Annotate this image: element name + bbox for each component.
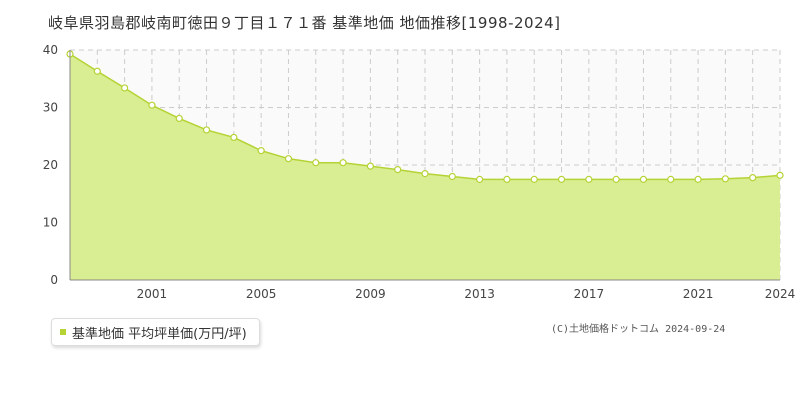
data-point bbox=[284, 155, 293, 163]
area-fill bbox=[70, 54, 780, 281]
data-point bbox=[530, 175, 538, 183]
y-tick-labels: 0 10 20 30 40 bbox=[43, 43, 58, 287]
x-tick-labels: 2001 2005 2009 2013 2017 2021 2024 bbox=[137, 287, 796, 301]
data-point bbox=[339, 159, 347, 167]
data-point bbox=[612, 175, 620, 183]
data-point bbox=[230, 133, 238, 141]
x-tick-label: 2021 bbox=[683, 287, 714, 301]
x-tick-label: 2024 bbox=[765, 287, 796, 301]
axes bbox=[69, 50, 780, 281]
data-point bbox=[585, 175, 593, 183]
x-tick-label: 2001 bbox=[137, 287, 168, 301]
legend-label: 基準地価 平均坪単価(万円/坪) bbox=[72, 326, 247, 342]
data-point bbox=[121, 84, 129, 92]
y-tick-label: 0 bbox=[50, 273, 58, 287]
data-point bbox=[667, 175, 675, 183]
data-point bbox=[202, 126, 211, 134]
data-point bbox=[175, 114, 183, 123]
data-point bbox=[421, 170, 429, 178]
data-point bbox=[776, 171, 784, 179]
y-tick-label: 20 bbox=[43, 158, 58, 172]
data-point bbox=[639, 175, 648, 183]
y-tick-label: 10 bbox=[43, 216, 58, 230]
data-point bbox=[148, 101, 156, 109]
data-point bbox=[503, 175, 511, 183]
data-point bbox=[448, 172, 456, 181]
data-point bbox=[257, 147, 265, 155]
data-point bbox=[312, 159, 320, 167]
x-tick-label: 2017 bbox=[574, 287, 605, 301]
chart-title: 岐阜県羽島郡岐南町徳田９丁目１７１番 基準地価 地価推移[1998-2024] bbox=[48, 14, 561, 32]
data-point bbox=[93, 67, 101, 75]
data-point bbox=[366, 162, 374, 170]
x-tick-label: 2013 bbox=[464, 287, 495, 301]
legend: 基準地価 平均坪単価(万円/坪) bbox=[51, 318, 260, 346]
x-tick-label: 2005 bbox=[246, 287, 277, 301]
data-point bbox=[557, 175, 566, 183]
x-tick-label: 2009 bbox=[355, 287, 386, 301]
data-points bbox=[66, 50, 784, 183]
y-tick-label: 30 bbox=[43, 101, 58, 115]
data-point bbox=[694, 175, 702, 183]
data-point bbox=[476, 175, 484, 183]
data-point bbox=[394, 166, 402, 174]
data-point bbox=[749, 174, 757, 182]
y-tick-label: 40 bbox=[43, 43, 58, 57]
data-point bbox=[721, 175, 729, 183]
legend-marker bbox=[60, 329, 66, 335]
copyright-text: (C)土地価格ドットコム 2024-09-24 bbox=[551, 324, 726, 335]
